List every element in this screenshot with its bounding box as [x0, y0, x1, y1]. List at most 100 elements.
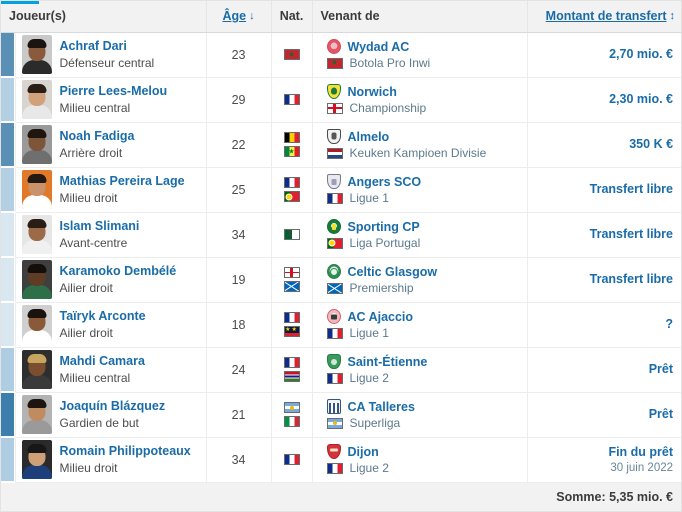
row-value-bar-cell — [1, 257, 16, 303]
club-name-link[interactable]: Saint-Étienne — [347, 354, 428, 369]
league-name-link[interactable]: Ligue 2 — [349, 371, 389, 385]
player-age: 21 — [206, 392, 272, 438]
table-row[interactable]: Romain Philippoteaux Milieu droit 34 Dij… — [1, 437, 681, 483]
origin-club-cell[interactable]: AC Ajaccio Ligue 1 — [312, 302, 528, 348]
player-name-link[interactable]: Taïryk Arconte — [59, 308, 146, 323]
avatar[interactable] — [21, 305, 52, 344]
avatar[interactable] — [21, 35, 52, 74]
avatar[interactable] — [21, 440, 52, 479]
column-header-age-label[interactable]: Âge — [222, 9, 247, 24]
club-name-link[interactable]: Celtic Glasgow — [347, 264, 438, 279]
table-row[interactable]: Taïryk Arconte Ailier droit 18 AC Ajacci… — [1, 302, 681, 348]
league-name-link[interactable]: Keuken Kampioen Divisie — [349, 146, 487, 160]
player-name-link[interactable]: Mathias Pereira Lage — [59, 173, 185, 188]
player-name-link[interactable]: Pierre Lees-Melou — [59, 83, 168, 98]
origin-club-cell[interactable]: Sporting CP Liga Portugal — [312, 212, 528, 258]
player-cell[interactable]: Pierre Lees-Melou Milieu central — [15, 77, 207, 123]
origin-club-cell[interactable]: Celtic Glasgow Premiership — [312, 257, 528, 303]
france-flag — [283, 357, 300, 368]
column-header-age[interactable]: Âge ↓ — [206, 1, 272, 33]
player-name-link[interactable]: Mahdi Camara — [59, 353, 145, 368]
transfer-fee-cell: 2,70 mio. € — [527, 32, 681, 78]
table-row[interactable]: Noah Fadiga Arrière droit 22 Almelo Keuk… — [1, 122, 681, 168]
column-header-transfer-fee[interactable]: Montant de transfert ↕ — [527, 1, 681, 33]
player-position: Milieu central — [59, 370, 131, 385]
sort-desc-icon[interactable]: ↓ — [249, 10, 255, 23]
norwich-crest — [326, 84, 341, 99]
player-name-link[interactable]: Noah Fadiga — [59, 128, 135, 143]
club-name-link[interactable]: Norwich — [347, 84, 397, 99]
avatar[interactable] — [21, 125, 52, 164]
player-cell[interactable]: Romain Philippoteaux Milieu droit — [15, 437, 207, 483]
table-row[interactable]: Karamoko Dembélé Ailier droit 19 Celtic … — [1, 257, 681, 303]
table-row[interactable]: Mahdi Camara Milieu central 24 Saint-Éti… — [1, 347, 681, 393]
player-cell[interactable]: Mahdi Camara Milieu central — [15, 347, 207, 393]
row-value-bar-cell — [1, 77, 16, 123]
transfer-fee-value: Prêt — [648, 407, 674, 421]
league-country-flag — [326, 147, 343, 159]
row-value-bar — [1, 168, 14, 211]
league-name-link[interactable]: Superliga — [349, 416, 401, 430]
player-cell[interactable]: Mathias Pereira Lage Milieu droit — [15, 167, 207, 213]
club-name-link[interactable]: Sporting CP — [347, 219, 420, 234]
table-row[interactable]: Pierre Lees-Melou Milieu central 29 Norw… — [1, 77, 681, 123]
origin-club-cell[interactable]: Almelo Keuken Kampioen Divisie — [312, 122, 528, 168]
avatar[interactable] — [21, 170, 52, 209]
player-name-link[interactable]: Achraf Dari — [59, 38, 127, 53]
avatar[interactable] — [21, 260, 52, 299]
origin-club-cell[interactable]: Norwich Championship — [312, 77, 528, 123]
table-row[interactable]: Achraf Dari Défenseur central 23 Wydad A… — [1, 32, 681, 78]
sort-toggle-icon[interactable]: ↕ — [669, 10, 676, 23]
origin-club-cell[interactable]: Angers SCO Ligue 1 — [312, 167, 528, 213]
origin-club-cell[interactable]: Dijon Ligue 2 — [312, 437, 528, 483]
origin-club-cell[interactable]: Saint-Étienne Ligue 2 — [312, 347, 528, 393]
league-country-flag — [326, 192, 343, 204]
club-name-link[interactable]: Dijon — [347, 444, 379, 459]
club-name-link[interactable]: CA Talleres — [347, 399, 415, 414]
league-name-link[interactable]: Liga Portugal — [349, 236, 421, 250]
avatar[interactable] — [21, 395, 52, 434]
league-name-link[interactable]: Ligue 1 — [349, 191, 389, 205]
league-name-link[interactable]: Botola Pro Inwi — [349, 56, 431, 70]
league-name-link[interactable]: Ligue 2 — [349, 461, 389, 475]
avatar[interactable] — [21, 80, 52, 119]
table-row[interactable]: Joaquín Blázquez Gardien de but 21 CA Ta… — [1, 392, 681, 438]
player-cell[interactable]: Islam Slimani Avant-centre — [15, 212, 207, 258]
table-row[interactable]: Islam Slimani Avant-centre 34 Sporting C… — [1, 212, 681, 258]
player-cell[interactable]: Achraf Dari Défenseur central — [15, 32, 207, 78]
transfer-fee-cell: Transfert libre — [527, 167, 681, 213]
celtic-crest — [326, 264, 341, 279]
club-name-link[interactable]: AC Ajaccio — [347, 309, 414, 324]
nationality-cell — [271, 257, 313, 303]
row-value-bar — [1, 123, 14, 166]
player-cell[interactable]: Joaquín Blázquez Gardien de but — [15, 392, 207, 438]
row-value-bar-cell — [1, 302, 16, 348]
avatar[interactable] — [21, 215, 52, 254]
nationality-cell — [271, 77, 313, 123]
league-country-flag — [326, 57, 343, 69]
avatar[interactable] — [21, 350, 52, 389]
player-name-link[interactable]: Karamoko Dembélé — [59, 263, 177, 278]
player-cell[interactable]: Taïryk Arconte Ailier droit — [15, 302, 207, 348]
player-name-link[interactable]: Joaquín Blázquez — [59, 398, 166, 413]
league-country-flag — [326, 327, 343, 339]
player-position: Défenseur central — [59, 55, 155, 70]
league-name-link[interactable]: Ligue 1 — [349, 326, 389, 340]
player-cell[interactable]: Karamoko Dembélé Ailier droit — [15, 257, 207, 303]
transfer-fee-value: Transfert libre — [589, 182, 674, 196]
origin-club-cell[interactable]: CA Talleres Superliga — [312, 392, 528, 438]
transfer-fee-value: 2,70 mio. € — [609, 47, 674, 61]
table-row[interactable]: Mathias Pereira Lage Milieu droit 25 Ang… — [1, 167, 681, 213]
club-name-link[interactable]: Almelo — [347, 129, 390, 144]
column-header-transfer-fee-label[interactable]: Montant de transfert — [545, 9, 667, 24]
player-cell[interactable]: Noah Fadiga Arrière droit — [15, 122, 207, 168]
league-name-link[interactable]: Championship — [349, 101, 427, 115]
club-name-link[interactable]: Wydad AC — [347, 39, 410, 54]
league-name-link[interactable]: Premiership — [349, 281, 414, 295]
club-name-link[interactable]: Angers SCO — [347, 174, 422, 189]
column-header-player: Joueur(s) — [1, 1, 207, 33]
player-name-link[interactable]: Romain Philippoteaux — [59, 443, 191, 458]
player-name-link[interactable]: Islam Slimani — [59, 218, 140, 233]
transfer-fee-cell: Fin du prêt 30 juin 2022 — [527, 437, 681, 483]
origin-club-cell[interactable]: Wydad AC Botola Pro Inwi — [312, 32, 528, 78]
